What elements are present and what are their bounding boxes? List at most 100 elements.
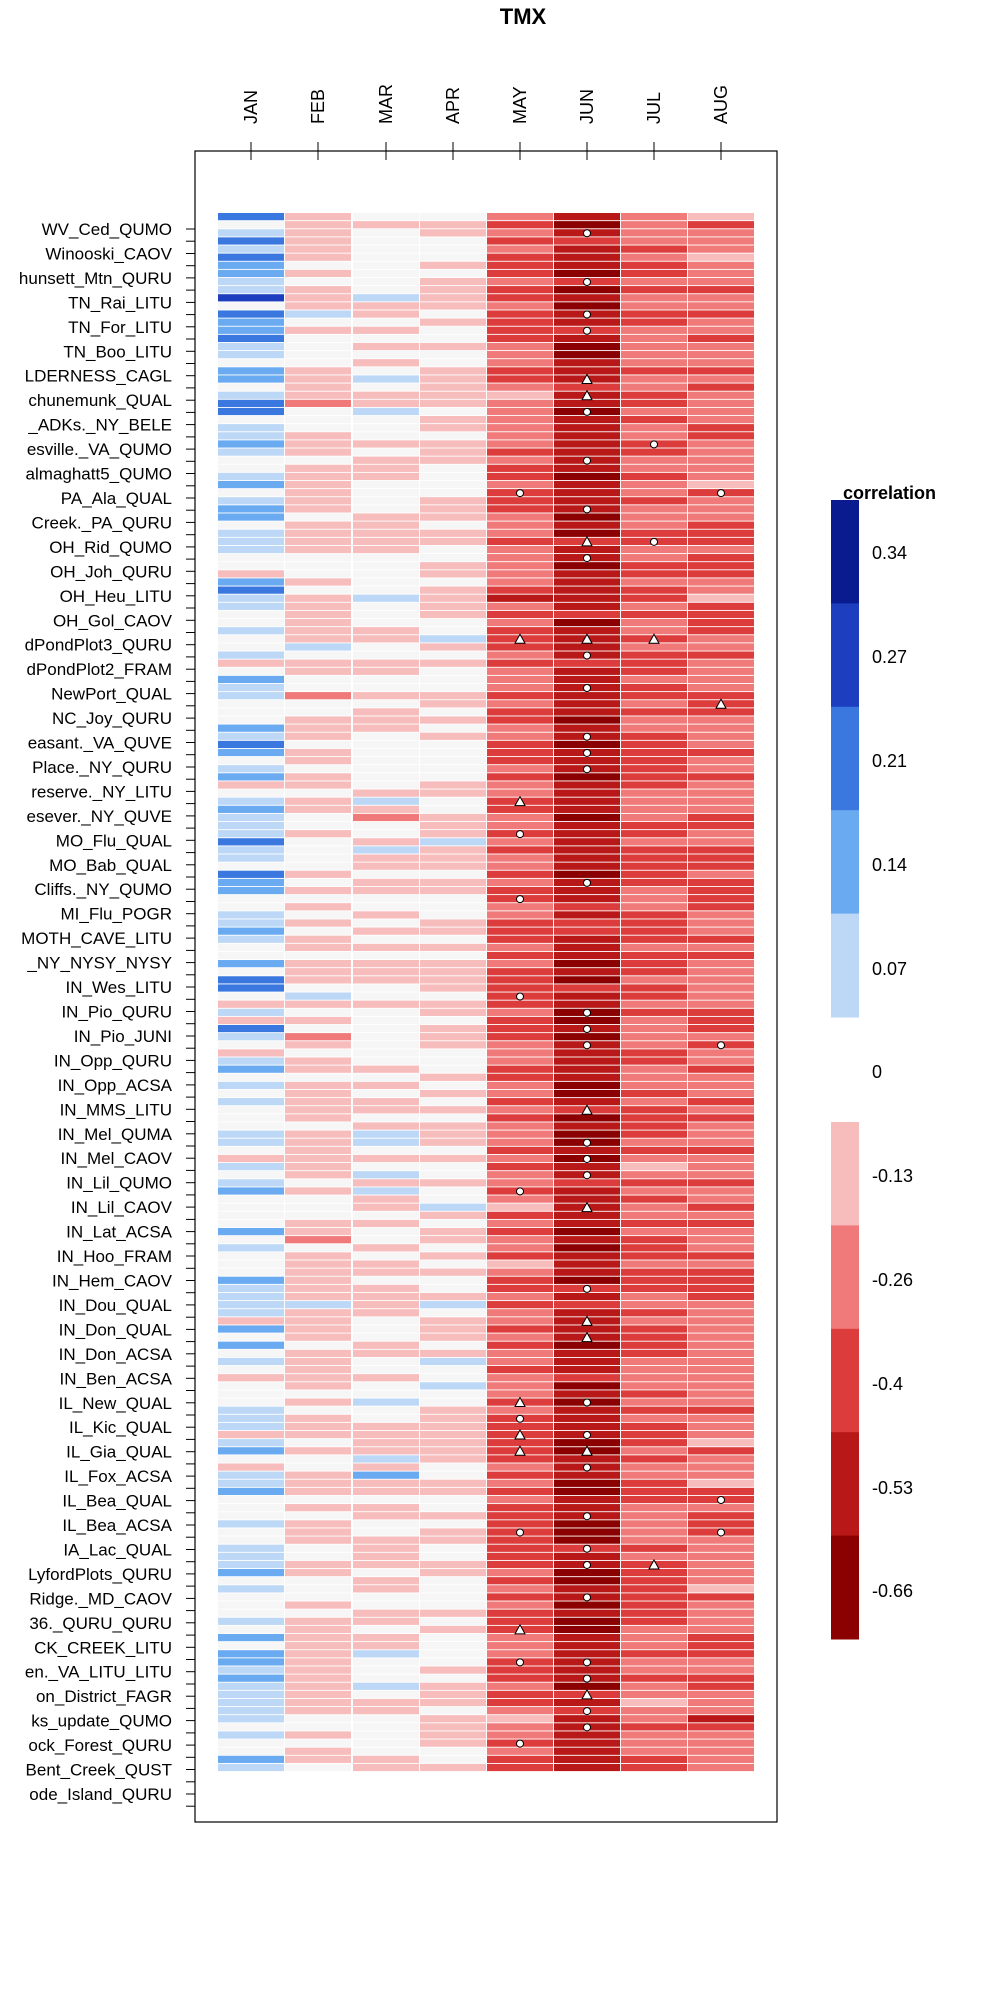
heatmap-cell [285,269,351,278]
heatmap-cell [218,1715,284,1723]
heatmap-cell [621,1406,687,1414]
heatmap-cell [688,716,754,724]
heatmap-cell [554,692,620,700]
heatmap-cell [554,1130,620,1138]
heatmap-cell [420,1690,486,1699]
heatmap-cell [621,521,687,529]
heatmap-cell [621,1309,687,1317]
heatmap-cell [218,1455,284,1463]
heatmap-cell [420,1723,486,1731]
heatmap-cell [688,683,754,692]
row-label: IN_Lil_CAOV [71,1198,173,1217]
heatmap-cell [285,383,351,391]
heatmap-cell [554,1585,620,1593]
circle-marker [583,1431,591,1440]
heatmap-cell [420,1098,486,1106]
heatmap-cell [353,545,419,554]
heatmap-cell [621,1422,687,1431]
heatmap-cell [420,513,486,521]
heatmap-cell [420,1601,486,1609]
heatmap-cell [420,708,486,716]
heatmap-cell [353,1089,419,1098]
heatmap-cell [218,1309,284,1317]
heatmap-cell [688,919,754,927]
heatmap-cell [688,286,754,294]
heatmap-cell [554,903,620,911]
heatmap-cell [554,1268,620,1276]
heatmap-cell [285,781,351,789]
heatmap-cell [353,342,419,351]
heatmap-cell [554,1227,620,1236]
heatmap-cell [554,261,620,269]
heatmap-cell [688,927,754,935]
heatmap-cell [420,229,486,237]
heatmap-cell [218,951,284,960]
heatmap-cell [420,732,486,740]
heatmap-cell [621,505,687,513]
heatmap-cell [218,554,284,562]
heatmap-cell [688,221,754,229]
heatmap-cell [554,521,620,529]
heatmap-cell [420,440,486,448]
heatmap-cell [621,253,687,261]
heatmap-cell [285,838,351,846]
heatmap-cell [285,659,351,667]
heatmap-cell [218,903,284,911]
heatmap-cell [285,960,351,968]
heatmap-cell [285,1219,351,1228]
heatmap-cell [285,1447,351,1455]
heatmap-cell [688,1398,754,1406]
heatmap-cell [218,602,284,610]
heatmap-cell [353,1349,419,1357]
circle-marker [516,1414,524,1423]
heatmap-cell [285,1089,351,1098]
heatmap-cell [621,529,687,537]
heatmap-cell [420,1057,486,1065]
heatmap-cell [285,1536,351,1544]
significance-markers [514,229,727,1748]
heatmap-cell [487,854,553,862]
heatmap-cell [285,1609,351,1617]
heatmap-cell [353,935,419,943]
heatmap-cell [688,1650,754,1658]
heatmap-cell [621,1284,687,1293]
heatmap-cell [353,1276,419,1284]
heatmap-cell [420,286,486,294]
heatmap-cell [218,1763,284,1772]
heatmap-cell [285,464,351,472]
heatmap-cell [420,1625,486,1634]
heatmap-cell [420,1227,486,1236]
heatmap-cell [218,229,284,237]
heatmap-cell [554,383,620,391]
heatmap-cell [218,1000,284,1008]
heatmap-cell [621,1633,687,1642]
heatmap-cell [218,943,284,951]
heatmap-cell [621,773,687,781]
heatmap-cell [554,1211,620,1219]
heatmap-cell [487,1309,553,1317]
heatmap-cell [353,253,419,261]
heatmap-cell [218,237,284,245]
heatmap-cell [621,1601,687,1609]
circle-marker [583,310,591,319]
heatmap-cell [621,927,687,935]
heatmap-cell [353,1552,419,1560]
heatmap-cell [285,1625,351,1634]
legend-swatch-negative [831,1432,859,1537]
heatmap-cell [621,919,687,927]
legend-tick-label: -0.53 [872,1478,913,1498]
heatmap-cell [285,1333,351,1341]
heatmap-cell [487,1130,553,1138]
heatmap-cell [554,618,620,627]
heatmap-cell [554,1487,620,1496]
heatmap-cell [688,1690,754,1699]
heatmap-cells [218,213,754,1772]
heatmap-cell [353,1195,419,1203]
heatmap-cell [621,480,687,489]
heatmap-cell [487,1471,553,1479]
heatmap-cell [554,1763,620,1772]
circle-marker [717,1528,725,1537]
heatmap-cell [554,1163,620,1171]
heatmap-cell [487,1560,553,1569]
heatmap-cell [218,1617,284,1625]
